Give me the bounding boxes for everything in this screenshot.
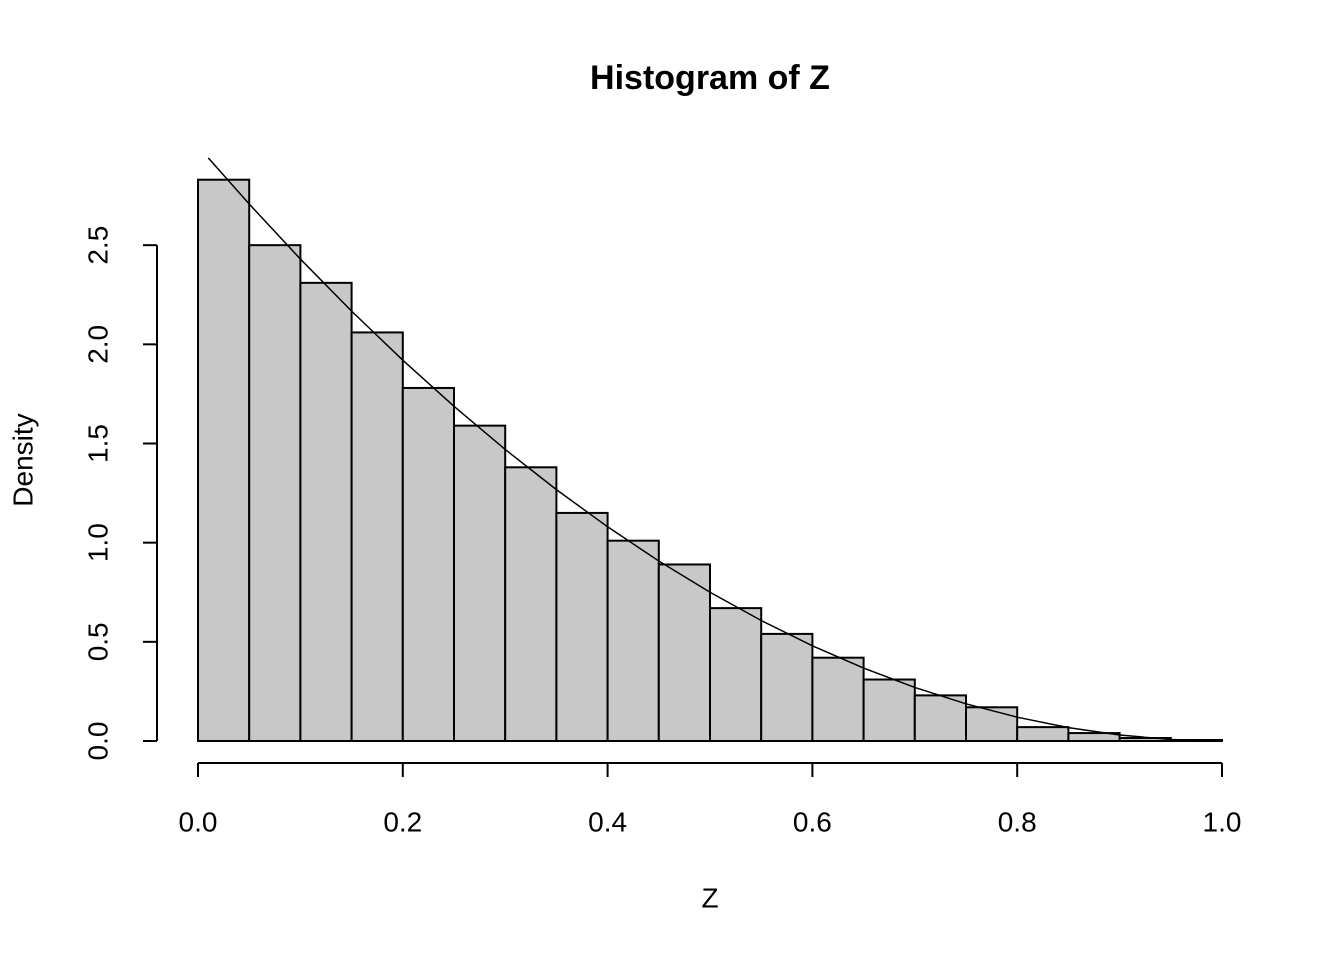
y-tick-label: 0.5 [82, 622, 113, 661]
bar [606, 539, 660, 743]
y-tick-label: 1.5 [82, 424, 113, 463]
bar [811, 656, 865, 743]
y-tick-label: 2.0 [82, 325, 113, 364]
y-tick-label: 1.0 [82, 523, 113, 562]
bar [913, 694, 967, 743]
bar [965, 706, 1019, 742]
chart-title: Histogram of Z [590, 59, 830, 97]
x-tick-label: 0.2 [383, 806, 422, 837]
bar [453, 424, 507, 742]
density-curve [207, 157, 1223, 742]
y-tick-label: 2.5 [82, 226, 113, 265]
bar [248, 244, 302, 743]
y-axis-label: Density [7, 413, 38, 506]
bar [299, 281, 353, 742]
bar [709, 607, 763, 742]
x-tick-label: 1.0 [1203, 806, 1242, 837]
bar [504, 466, 558, 742]
x-tick-label: 0.6 [793, 806, 832, 837]
x-axis-label: Z [701, 882, 718, 913]
bar [555, 511, 609, 743]
bar [760, 632, 814, 743]
x-tick-label: 0.4 [588, 806, 627, 837]
bar [401, 386, 455, 742]
bar [1016, 726, 1070, 742]
x-tick-label: 0.0 [179, 806, 218, 837]
bar [197, 178, 251, 742]
bar [350, 331, 404, 742]
bar [657, 563, 711, 742]
bar [862, 678, 916, 742]
y-tick-label: 0.0 [82, 722, 113, 761]
x-tick-label: 0.8 [998, 806, 1037, 837]
